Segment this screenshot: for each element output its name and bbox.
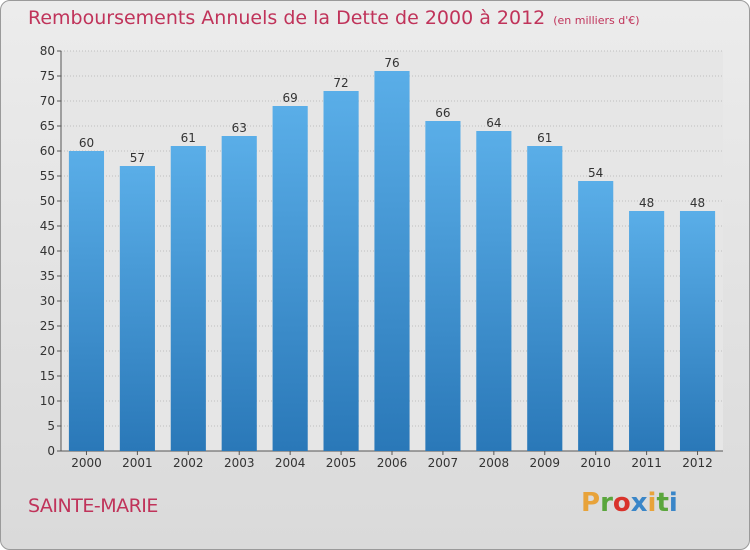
y-tick-label: 70 xyxy=(40,94,55,108)
x-tick-label: 2004 xyxy=(275,456,306,470)
y-tick-label: 15 xyxy=(40,369,55,383)
y-tick-label: 60 xyxy=(40,144,55,158)
y-tick-label: 50 xyxy=(40,194,55,208)
data-label-2001: 57 xyxy=(130,151,145,165)
proxiti-logo: Proxiti xyxy=(581,488,678,518)
x-tick-label: 2001 xyxy=(122,456,153,470)
y-tick-label: 25 xyxy=(40,319,55,333)
bar-2010 xyxy=(578,181,614,451)
bar-2007 xyxy=(425,121,461,451)
chart-unit: (en milliers d'€) xyxy=(553,14,640,27)
y-tick-label: 40 xyxy=(40,244,55,258)
x-tick-label: 2003 xyxy=(224,456,255,470)
y-tick-label: 20 xyxy=(40,344,55,358)
y-tick-label: 5 xyxy=(47,419,55,433)
data-label-2002: 61 xyxy=(181,131,196,145)
data-label-2011: 48 xyxy=(639,196,654,210)
x-tick-label: 2008 xyxy=(479,456,510,470)
tick-labels: 0 5 10 15 20 25 30 35 40 45 50 55 60 65 70 75 80 2000 2001… xyxy=(40,44,713,470)
y-tick-label: 75 xyxy=(40,69,55,83)
data-label-2010: 54 xyxy=(588,166,603,180)
bar-2005 xyxy=(323,91,359,451)
x-tick-label: 2009 xyxy=(529,456,560,470)
bar-2012 xyxy=(679,211,716,451)
x-tick-label: 2007 xyxy=(428,456,459,470)
bar-2008 xyxy=(476,131,512,451)
y-tick-label: 45 xyxy=(40,219,55,233)
x-tick-label: 2012 xyxy=(682,456,713,470)
chart-title-text: Remboursements Annuels de la Dette de 20… xyxy=(28,7,546,29)
data-labels: 60 57 61 63 69 72 76 66 64 61 54 48 48 xyxy=(79,56,705,210)
x-tick-label: 2011 xyxy=(631,456,662,470)
y-tick-label: 80 xyxy=(40,44,55,58)
y-tick-label: 30 xyxy=(40,294,55,308)
brand-letter: r xyxy=(600,488,613,518)
bar-2004 xyxy=(272,106,308,451)
data-label-2007: 66 xyxy=(435,106,450,120)
bar-2002 xyxy=(170,146,206,451)
y-tick-label: 35 xyxy=(40,269,55,283)
data-label-2009: 61 xyxy=(537,131,552,145)
bar-2001 xyxy=(119,166,155,451)
bar-2011 xyxy=(629,211,665,451)
brand-letter: o xyxy=(612,488,631,518)
bar-2009 xyxy=(527,146,563,451)
data-label-2004: 69 xyxy=(283,91,298,105)
data-label-2012: 48 xyxy=(690,196,705,210)
y-tick-label: 0 xyxy=(47,444,55,458)
brand-letter: x xyxy=(630,488,648,518)
x-tick-label: 2010 xyxy=(580,456,611,470)
bar-2006 xyxy=(374,71,410,451)
x-tick-label: 2005 xyxy=(326,456,357,470)
data-label-2008: 64 xyxy=(486,116,501,130)
x-tick-label: 2006 xyxy=(377,456,408,470)
brand-letter: P xyxy=(581,488,601,518)
data-label-2005: 72 xyxy=(333,76,348,90)
y-tick-label: 65 xyxy=(40,119,55,133)
commune-name: SAINTE-MARIE xyxy=(28,495,158,517)
brand-letter: i xyxy=(668,488,678,518)
y-tick-label: 10 xyxy=(40,394,55,408)
x-tick-label: 2000 xyxy=(71,456,102,470)
brand-letter: t xyxy=(656,488,669,518)
bars xyxy=(68,71,716,451)
chart-title: Remboursements Annuels de la Dette de 20… xyxy=(28,7,640,29)
bar-2003 xyxy=(221,136,257,451)
x-tick-label: 2002 xyxy=(173,456,204,470)
data-label-2003: 63 xyxy=(232,121,247,135)
data-label-2000: 60 xyxy=(79,136,94,150)
brand-letter: i xyxy=(647,488,657,518)
data-label-2006: 76 xyxy=(384,56,399,70)
y-tick-label: 55 xyxy=(40,169,55,183)
bar-2000 xyxy=(68,151,105,451)
